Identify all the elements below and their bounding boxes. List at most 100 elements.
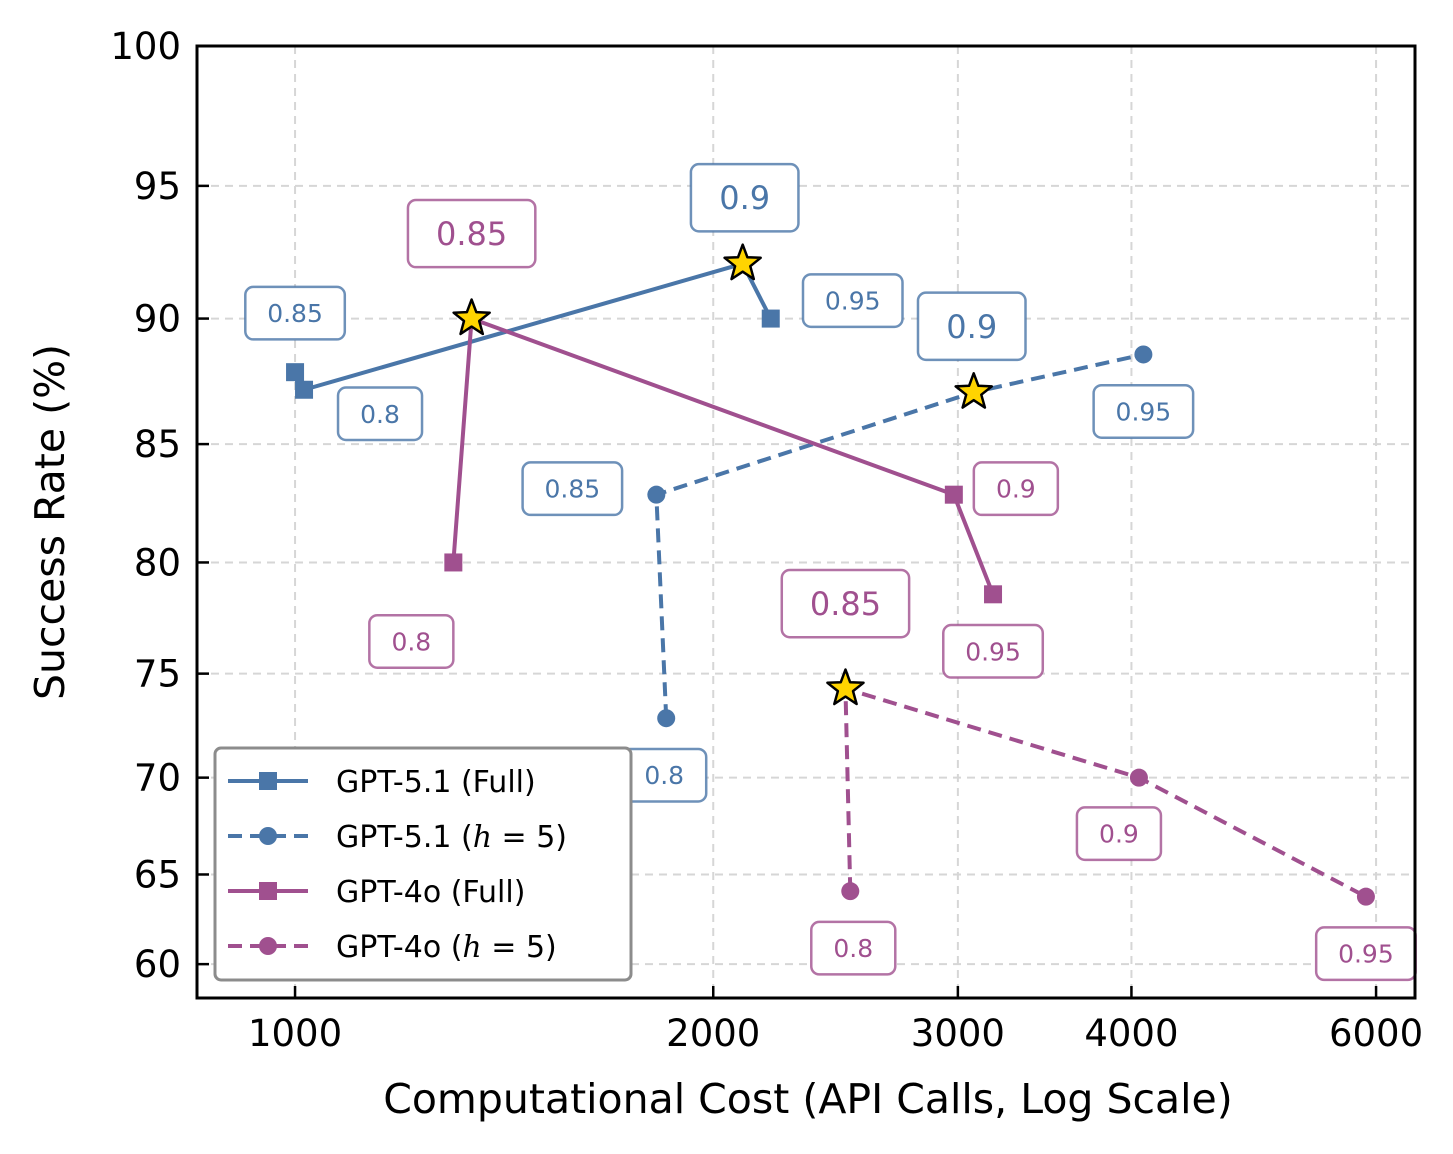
point-label-box — [521, 461, 624, 517]
y-tick-label: 85 — [134, 423, 181, 466]
series-gpt-4o-h-5 — [826, 668, 1375, 906]
point-label: 0.9 — [689, 162, 800, 233]
point-label: 0.95 — [942, 623, 1045, 679]
y-tick-label: 100 — [110, 25, 181, 68]
point-label: 0.95 — [801, 273, 904, 329]
legend-entry: GPT-5.1 (h = 5) — [228, 820, 567, 855]
series-gpt-4o-full — [444, 298, 1003, 604]
point-label-box — [810, 920, 897, 976]
point-label-box — [244, 285, 347, 341]
y-tick-label: 90 — [134, 298, 181, 341]
legend-marker-square — [259, 772, 277, 790]
point-label-box — [801, 273, 904, 329]
y-tick-label: 95 — [134, 165, 181, 208]
data-point-circle — [647, 485, 666, 504]
point-label-box — [972, 461, 1060, 517]
series-gpt-5-1-h-5 — [647, 345, 1153, 728]
y-tick-label: 65 — [134, 853, 181, 896]
point-label-box — [942, 623, 1045, 679]
data-point-square — [444, 553, 463, 572]
point-label-box — [689, 162, 800, 233]
series-gpt-5-1-full — [286, 243, 780, 399]
point-label-box — [1092, 383, 1195, 439]
legend-entry: GPT-4o (Full) — [228, 875, 525, 910]
axis-ticks: 1000 2000 3000 4000 6000 60 65 70 75 80 85 90 95 100 — [110, 25, 1423, 1055]
point-label-text: 0.95 — [965, 637, 1021, 666]
legend-label: GPT-4o (Full) — [336, 875, 525, 910]
point-label-text: 0.95 — [1338, 940, 1394, 969]
point-label-text: 0.85 — [810, 585, 881, 623]
point-label-box — [406, 198, 537, 269]
best-point-star — [954, 372, 994, 409]
series-layer — [286, 243, 1375, 906]
point-label-text: 0.85 — [545, 475, 601, 504]
data-point-circle — [1134, 345, 1153, 364]
point-label-text: 0.8 — [644, 761, 684, 790]
legend-entry: GPT-4o (h = 5) — [228, 930, 557, 965]
point-label: 0.85 — [406, 198, 537, 269]
point-label-text: 0.8 — [833, 934, 873, 963]
point-label-box — [368, 613, 455, 669]
point-label: 0.85 — [780, 568, 911, 639]
point-label: 0.8 — [810, 920, 897, 976]
legend: GPT-5.1 (Full) GPT-5.1 (h = 5) GPT-4o (Ful… — [213, 746, 633, 982]
point-label: 0.8 — [368, 613, 455, 669]
y-tick-label: 70 — [134, 757, 181, 800]
point-label: 0.85 — [521, 461, 624, 517]
y-axis-title: Success Rate (%) — [26, 344, 74, 700]
data-point-square — [944, 485, 963, 504]
x-tick-label: 3000 — [911, 1012, 1005, 1055]
point-label: 0.9 — [1075, 806, 1163, 862]
point-label-text: 0.9 — [1099, 820, 1139, 849]
point-label: 0.8 — [620, 747, 708, 803]
legend-label: GPT-5.1 (h = 5) — [336, 820, 567, 855]
legend-marker-square — [259, 882, 277, 900]
legend-label: GPT-5.1 (Full) — [336, 765, 536, 800]
point-label-box — [780, 568, 911, 639]
legend-marker-circle — [259, 827, 277, 845]
point-label: 0.85 — [244, 285, 347, 341]
x-tick-label: 1000 — [248, 1012, 342, 1055]
point-label-text: 0.8 — [391, 627, 431, 656]
point-label-text: 0.9 — [946, 308, 997, 346]
point-label-text: 0.95 — [1116, 397, 1172, 426]
best-point-star — [452, 298, 491, 336]
data-point-circle — [657, 709, 676, 728]
point-label: 0.8 — [336, 386, 424, 442]
point-label-text: 0.85 — [436, 215, 507, 253]
data-point-square — [286, 363, 305, 382]
point-label-text: 0.9 — [996, 475, 1036, 504]
series-line — [654, 352, 1144, 719]
point-label-box — [916, 291, 1027, 362]
point-label-box — [336, 386, 424, 442]
point-label: 0.9 — [972, 461, 1060, 517]
best-point-star — [723, 243, 762, 281]
data-point-square — [984, 585, 1003, 604]
point-label: 0.95 — [1092, 383, 1195, 439]
best-point-star — [826, 668, 865, 706]
x-axis-title: Computational Cost (API Calls, Log Scale… — [383, 1075, 1233, 1123]
point-labels: 0.85 0.8 0.9 0.95 0.8 0.85 0.9 0.95 0.8 0.85 0.9 0.… — [244, 162, 1417, 982]
data-point-circle — [1129, 768, 1148, 787]
y-tick-label: 80 — [134, 541, 181, 584]
point-label-text: 0.85 — [267, 299, 323, 328]
data-point-square — [761, 309, 780, 328]
point-label-box — [1075, 806, 1163, 862]
legend-entry: GPT-5.1 (Full) — [228, 765, 536, 800]
data-point-circle — [841, 882, 860, 901]
x-tick-label: 6000 — [1329, 1012, 1423, 1055]
point-label: 0.95 — [1314, 926, 1417, 982]
point-label-text: 0.8 — [360, 400, 400, 429]
series-line — [843, 686, 1367, 899]
legend-box — [213, 746, 633, 982]
legend-label: GPT-4o (h = 5) — [336, 930, 557, 965]
data-point-circle — [1356, 887, 1375, 906]
data-point-square — [295, 380, 314, 399]
y-tick-label: 75 — [134, 653, 181, 696]
point-label: 0.9 — [916, 291, 1027, 362]
point-label-text: 0.9 — [719, 179, 770, 217]
point-label-text: 0.95 — [825, 287, 881, 316]
series-line — [451, 316, 995, 596]
x-tick-label: 4000 — [1084, 1012, 1178, 1055]
